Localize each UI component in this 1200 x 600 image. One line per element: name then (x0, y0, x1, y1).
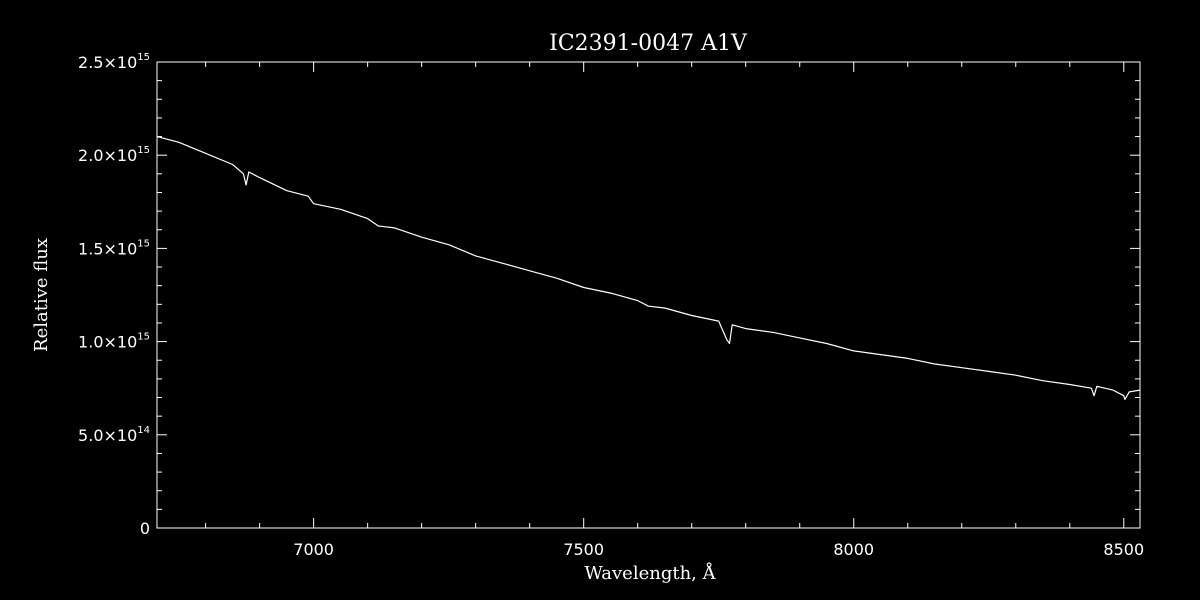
chart-title: IC2391-0047 A1V (549, 31, 748, 56)
x-tick-label: 8000 (833, 540, 874, 559)
axis-ticks (157, 61, 1140, 529)
x-tick-label: 8500 (1103, 540, 1144, 559)
y-tick-label: 2.5×1015 (78, 52, 150, 72)
y-tick-label: 1.5×1015 (78, 238, 150, 258)
spectrum-line (156, 136, 1141, 400)
y-tick-label: 2.0×1015 (78, 145, 150, 165)
plot-frame (156, 61, 1141, 529)
x-tick-label: 7500 (563, 540, 604, 559)
y-axis-label: Relative flux (31, 238, 52, 352)
x-tick-label: 7000 (293, 540, 334, 559)
y-tick-label: 0 (140, 519, 150, 538)
y-tick-label: 5.0×1014 (78, 425, 150, 445)
x-axis-label: Wavelength, Å (584, 562, 716, 584)
y-tick-labels: 0 5.0×1014 1.0×1015 1.5×1015 2.0×1015 2.5×101… (78, 52, 150, 538)
x-tick-labels: 7000 7500 8000 8500 (293, 540, 1144, 559)
y-tick-label: 1.0×1015 (78, 332, 150, 352)
